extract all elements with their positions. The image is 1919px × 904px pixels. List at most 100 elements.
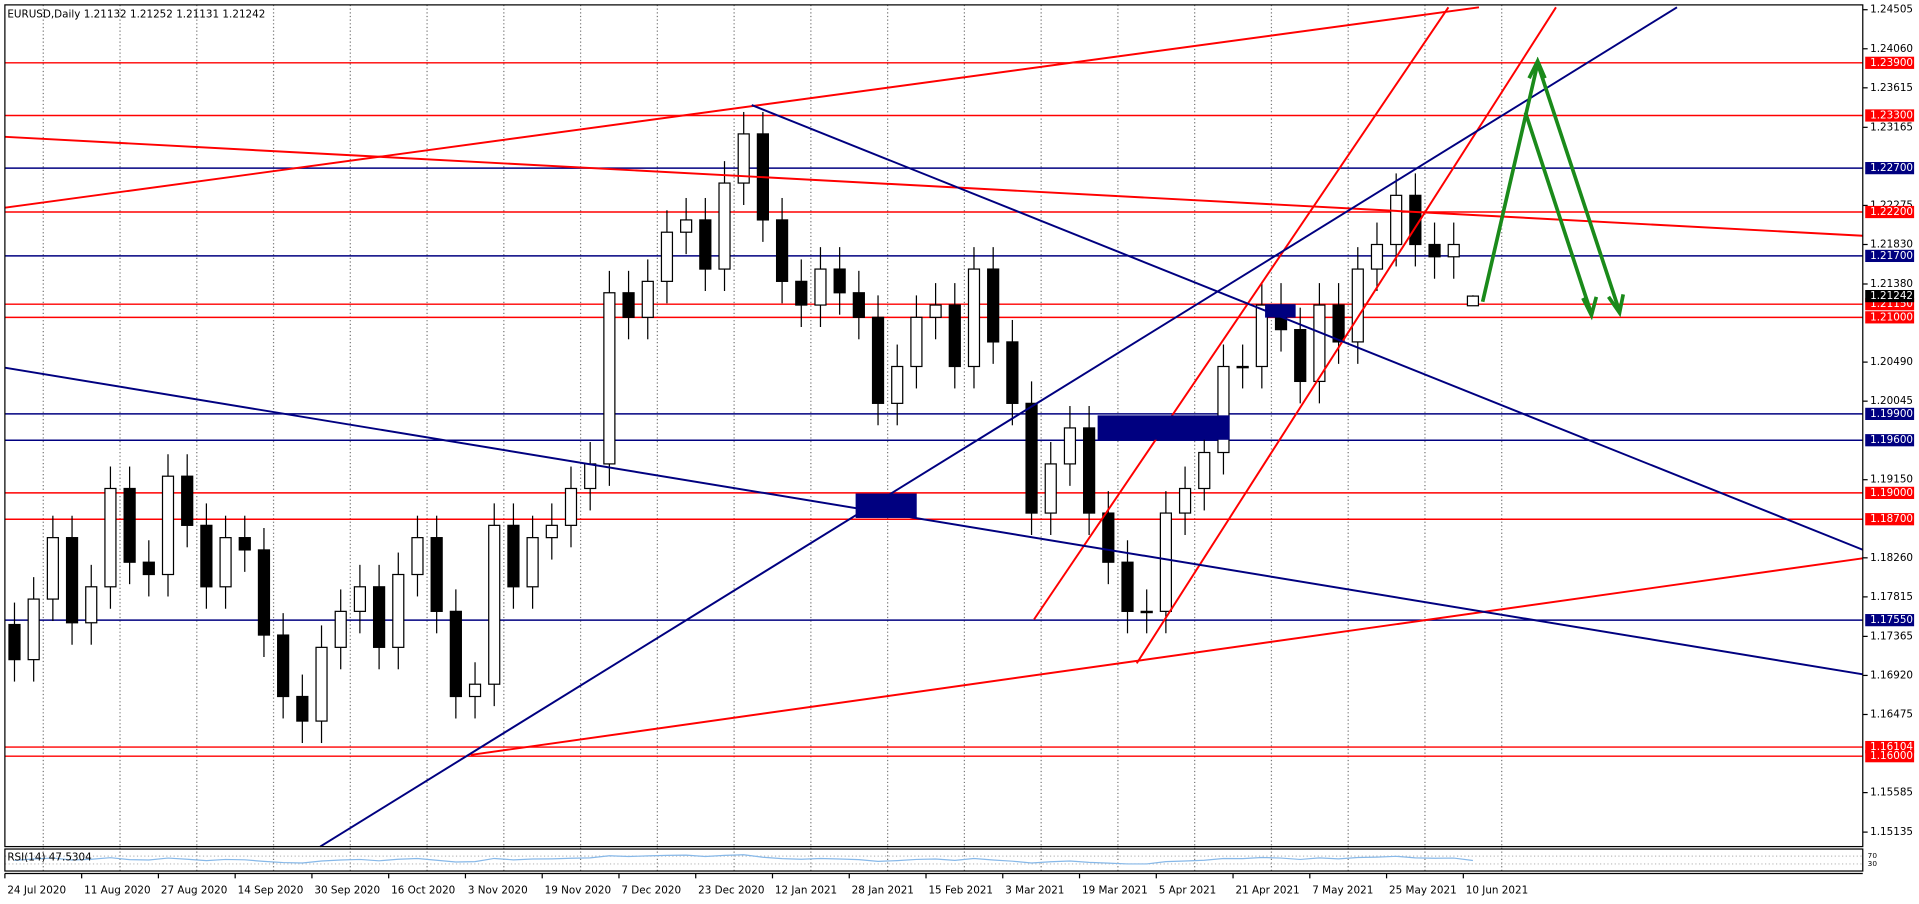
x-tick-label: 19 Nov 2020 [545,885,611,897]
x-tick-label: 7 Dec 2020 [621,885,681,897]
arrow-head [1527,56,1547,80]
candle-body [833,268,846,294]
x-tick-label: 23 Dec 2020 [698,885,764,897]
x-tick-label: 25 May 2021 [1389,885,1457,897]
candle-body [449,610,462,698]
y-tick-label: 1.24505 [1870,4,1913,16]
x-tick-label: 3 Nov 2020 [468,885,528,897]
plot-frame [4,4,1864,848]
candle-body [871,316,885,404]
x-tick-label: 7 May 2021 [1312,885,1373,897]
candle-body [8,623,21,661]
level-tag [1865,56,1915,69]
candle-body [1044,463,1057,514]
level-label: 1.19000 [1870,487,1913,499]
candle-body [1083,427,1096,514]
level-label: 1.19600 [1870,434,1913,446]
candle-body [200,524,213,588]
candle-body [1006,341,1019,404]
candle-body [603,292,616,465]
chart-title: EURUSD,Daily 1.21132 1.21252 1.21131 1.2… [7,9,265,21]
x-tick-label: 27 Aug 2020 [161,885,227,897]
candle-body [1428,243,1441,258]
y-tick-label: 1.15135 [1870,826,1913,838]
candle-body [1236,365,1249,369]
zone [855,493,917,518]
candle-body [65,537,79,624]
candle-body [814,268,827,306]
candle-body [929,304,942,318]
level-tag [1865,614,1915,627]
axes: 24 Jul 2020 11 Aug 2020 27 Aug 2020 14 Sep … [4,4,1915,897]
candle-body [852,292,865,318]
level-tag [1865,162,1915,175]
rsi-value: 47.5304 [49,852,92,864]
x-tick-label: 19 Mar 2021 [1082,885,1148,897]
x-tick-label: 11 Aug 2020 [84,885,150,897]
trend-line [470,557,1863,756]
candle-body [1466,295,1480,307]
candle-body [257,549,271,636]
candle-body [1159,512,1172,612]
y-tick-label: 1.18260 [1870,552,1913,564]
candle-body [27,598,40,661]
drawings [4,6,1864,848]
x-tick-label: 3 Mar 2021 [1005,885,1064,897]
candle-body [987,268,1000,343]
price-tag [1865,289,1915,303]
symbol: EURUSD,Daily [7,9,80,21]
candle-body [353,586,367,612]
arrow-head [1581,296,1599,321]
candle-body [277,634,290,698]
arrow-path [1523,111,1594,315]
candle-body [1351,268,1364,343]
level-label: 1.21700 [1870,250,1913,262]
candle-body [1198,451,1211,490]
ohlc-open: 1.21132 [84,9,127,21]
candle-body [660,231,674,282]
x-tick-label: 15 Feb 2021 [928,885,993,897]
x-tick-label: 21 Apr 2021 [1235,885,1299,897]
candle-body [507,524,520,588]
candle-body [1121,561,1134,612]
candle-body [1294,329,1307,383]
zone [1097,415,1230,440]
trend-line [4,6,1480,209]
level-label: 1.21000 [1870,311,1913,323]
trend-line [4,135,1863,237]
candle-body [737,133,750,184]
candle-body [680,219,693,233]
level-tag [1865,513,1915,526]
x-tick-label: 10 Jun 2021 [1466,885,1528,897]
level-tag [1865,407,1915,420]
candle-body [699,219,712,270]
x-tick-label: 14 Sep 2020 [238,885,304,897]
level-tag [1865,249,1915,263]
candle-body [795,280,808,306]
candle-body [219,537,232,588]
candle-body [967,268,981,368]
zone [1265,304,1296,318]
y-tick-label: 1.20045 [1870,395,1913,407]
candle-body [564,487,578,526]
y-tick-label: 1.21380 [1870,278,1913,290]
x-tick-label: 30 Sep 2020 [314,885,380,897]
y-tick-label: 1.16475 [1870,708,1913,720]
x-tick-label: 12 Jan 2021 [775,885,837,897]
y-tick-label: 1.21830 [1870,238,1913,250]
candle-body [891,365,904,404]
candle-body [372,586,386,648]
level-label: 1.16104 [1870,741,1913,753]
y-tick-label: 1.22275 [1870,199,1913,211]
y-tick-label: 1.15585 [1870,787,1913,799]
y-tick-label: 1.23615 [1870,82,1913,94]
channel-line [1033,6,1450,620]
candle-body [622,292,635,318]
level-label: 1.19900 [1870,408,1913,420]
rsi-name: RSI(14) [7,852,45,864]
arrows [1480,56,1626,321]
y-tick-label: 1.23165 [1870,121,1913,133]
candle-body [334,610,347,648]
candle-body [1178,487,1192,514]
